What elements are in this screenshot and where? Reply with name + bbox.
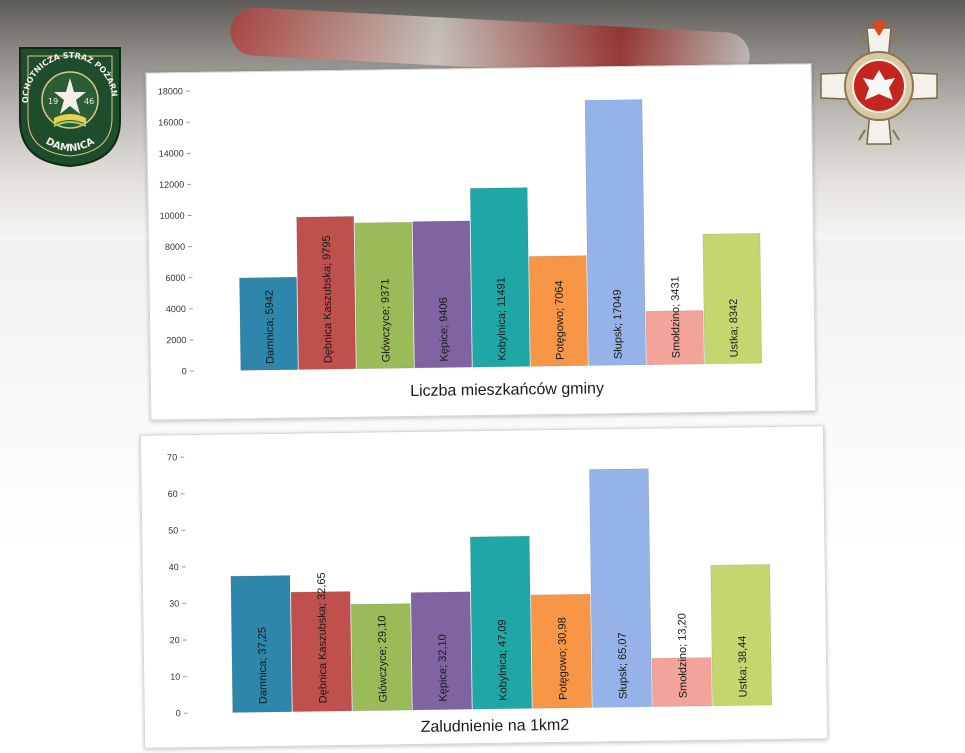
logo-year-left: 19 bbox=[48, 97, 58, 106]
y-tick-label: 0 bbox=[182, 366, 187, 376]
bar-3 bbox=[410, 591, 473, 711]
y-tick-label: 2000 bbox=[166, 335, 186, 345]
bar-6 bbox=[589, 468, 652, 708]
bar-data-label: Potęgowo; 30,98 bbox=[556, 617, 569, 700]
bar-data-label: Słupsk; 17049 bbox=[612, 289, 625, 359]
y-tick-label: 20 bbox=[170, 635, 180, 645]
y-tick-label: 70 bbox=[167, 452, 177, 462]
y-tick-label: 40 bbox=[169, 562, 179, 572]
y-tick-label: 60 bbox=[168, 489, 178, 499]
bar-1 bbox=[296, 216, 357, 370]
bar-data-label: Ustka; 38,44 bbox=[737, 636, 750, 698]
bar-data-label: Kępice; 32,10 bbox=[437, 634, 450, 701]
chart-title: Liczba mieszkańców gminy bbox=[410, 380, 604, 400]
bar-data-label: Smołdzino; 13,20 bbox=[676, 613, 689, 698]
bar-6 bbox=[584, 99, 647, 366]
bar-data-label: Damnica; 5942 bbox=[264, 290, 277, 364]
chart-panel-population: 0 2000 4000 6000 8000 10000 12000 14000 16000 180… bbox=[145, 63, 817, 421]
bar-data-label: Dębnica Kaszubska; 9795 bbox=[321, 235, 335, 363]
bar-0 bbox=[230, 575, 293, 713]
bar-4 bbox=[469, 535, 533, 710]
bar-7 bbox=[645, 310, 705, 366]
y-tick-label: 18000 bbox=[158, 86, 183, 96]
bar-data-label: Główczyce; 29,10 bbox=[376, 616, 389, 703]
y-tick-label: 10 bbox=[170, 672, 180, 682]
y-tick-label: 12000 bbox=[159, 179, 184, 189]
y-tick-label: 30 bbox=[169, 599, 179, 609]
bar-data-label: Słupsk; 65,07 bbox=[617, 632, 630, 699]
bar-5 bbox=[528, 255, 589, 367]
y-tick-label: 50 bbox=[168, 525, 178, 535]
bar-5 bbox=[530, 593, 592, 709]
svg-text:DAMNICA: DAMNICA bbox=[44, 136, 97, 154]
fire-brigade-damnica-logo: OCHOTNICZA STRAŻ POŻARNA DAMNICA 19 46 bbox=[14, 38, 121, 168]
y-tick-label: 14000 bbox=[159, 148, 184, 158]
bar-3 bbox=[412, 220, 473, 369]
bar-4 bbox=[469, 187, 531, 368]
population-bar-chart: 0 2000 4000 6000 8000 10000 12000 14000 16000 180… bbox=[158, 86, 763, 400]
y-tick-label: 6000 bbox=[165, 273, 185, 283]
y-tick-label: 4000 bbox=[166, 304, 186, 314]
bar-data-label: Potęgowo; 7064 bbox=[554, 280, 567, 360]
logo-text-bottom: DAMNICA bbox=[44, 136, 97, 154]
bar-data-label: Damnica; 37,25 bbox=[257, 627, 270, 704]
bar-data-label: Główczyce; 9371 bbox=[380, 278, 393, 362]
y-tick-label: 0 bbox=[176, 708, 181, 718]
fire-service-cross-emblem bbox=[820, 20, 938, 145]
bar-data-label: Kępice; 9406 bbox=[438, 297, 451, 361]
chart-title: Zaludnienie na 1km2 bbox=[421, 717, 570, 736]
chart-panel-density: 0 10 20 30 40 50 60 70 Damnica; 37,25 Dębnica Kas… bbox=[139, 425, 829, 749]
y-tick-label: 10000 bbox=[160, 211, 185, 221]
bar-0 bbox=[239, 276, 299, 371]
bar-data-label: Kobylnica; 11491 bbox=[495, 277, 508, 361]
bar-2 bbox=[354, 221, 415, 370]
logo-year-right: 46 bbox=[84, 97, 94, 106]
bar-data-label: Kobylnica; 47,09 bbox=[496, 619, 509, 701]
bar-8 bbox=[702, 233, 763, 365]
bar-data-label: Dębnica Kaszubska; 32,65 bbox=[316, 572, 330, 703]
bar-8 bbox=[710, 564, 772, 707]
density-bar-chart: 0 10 20 30 40 50 60 70 Damnica; 37,25 Dębnica Kas… bbox=[167, 452, 772, 736]
bar-data-label: Ustka; 8342 bbox=[728, 299, 741, 358]
y-tick-label: 8000 bbox=[165, 242, 185, 252]
y-tick-label: 16000 bbox=[158, 117, 183, 127]
bar-data-label: Smołdzino; 3431 bbox=[669, 276, 682, 358]
bar-1 bbox=[290, 591, 353, 712]
bar-2 bbox=[350, 603, 413, 712]
bar-7 bbox=[651, 657, 712, 707]
